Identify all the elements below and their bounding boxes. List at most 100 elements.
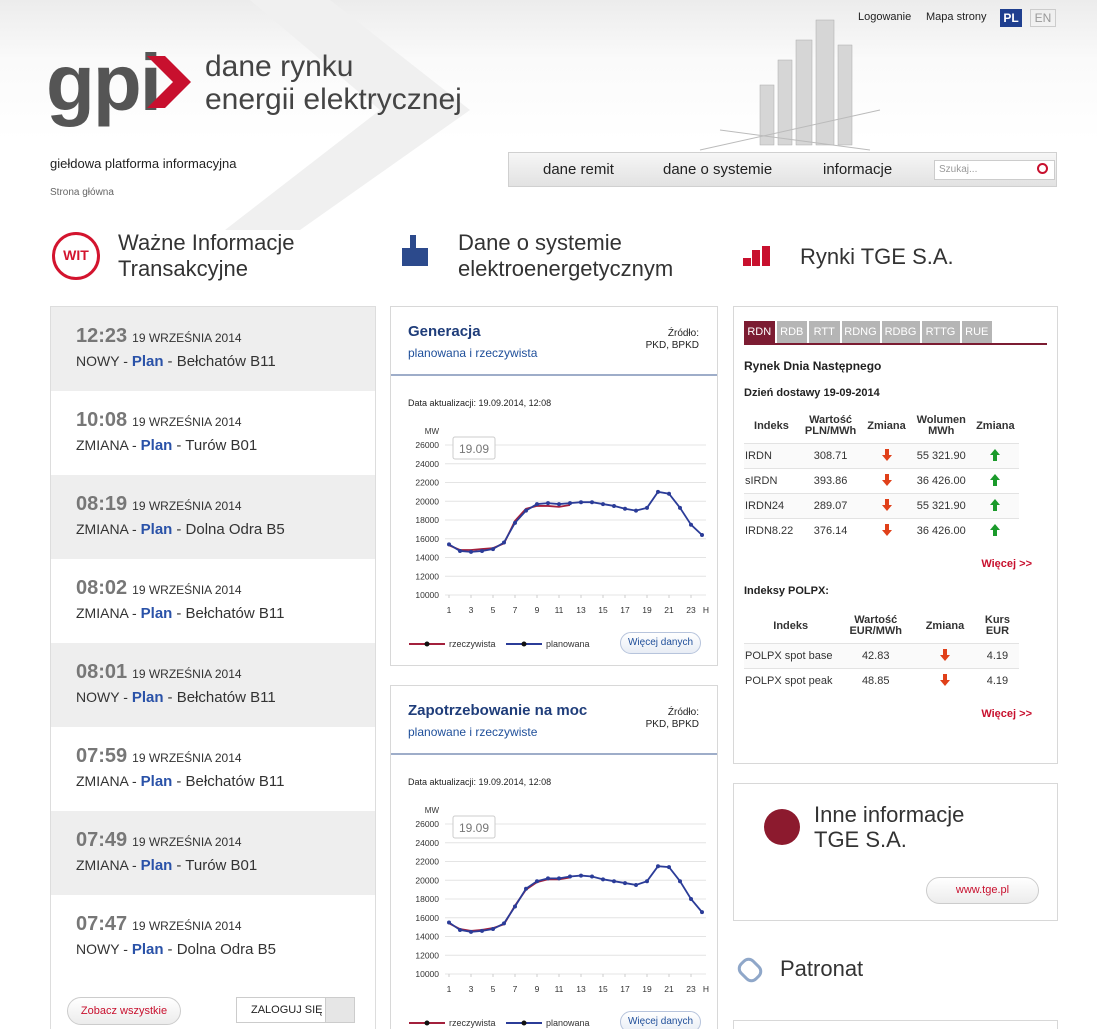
point [590, 874, 594, 879]
more-link[interactable]: Więcej >> [981, 558, 1032, 570]
wit-date: 19 WRZEŚNIA 2014 [132, 499, 242, 513]
point [469, 549, 473, 554]
wit-item[interactable]: 07:47 19 WRZEŚNIA 2014 NOWY - Plan - Dolna O… [51, 895, 375, 979]
tab[interactable]: RUE [961, 321, 992, 343]
wit-icon-text: WIT [63, 247, 89, 263]
arrow-down [939, 673, 950, 686]
y-tick-label: 24000 [415, 838, 439, 848]
more-button[interactable]: Więcej danych [620, 632, 701, 654]
point [557, 502, 561, 507]
lang-pl[interactable]: PL [1000, 9, 1022, 27]
wit-plan: Plan [131, 689, 164, 706]
x-tick-label: 15 [598, 984, 608, 994]
wit-item[interactable]: 12:23 19 WRZEŚNIA 2014 NOWY - Plan - Bełchat… [51, 307, 375, 391]
login-text: ZALOGUJ SIĘ [251, 1004, 323, 1016]
point [689, 897, 693, 901]
wit-item-head: 12:23 19 WRZEŚNIA 2014 [76, 325, 242, 348]
other-title: Inne informacje [814, 802, 965, 827]
section-title: elektroenergetycznym [458, 256, 674, 281]
table-header: Kurs EUR [984, 614, 1010, 637]
login-arrow [325, 998, 354, 1022]
nav-item[interactable]: dane o systemie [663, 161, 773, 178]
wit-time: 07:59 [76, 745, 128, 767]
x-tick-label: 13 [576, 984, 586, 994]
point [634, 508, 638, 513]
lang-en[interactable]: EN [1030, 9, 1056, 27]
table-cell [862, 469, 911, 494]
point [447, 920, 451, 925]
tab[interactable]: RDBG [881, 321, 920, 343]
x-axis-label: H [703, 984, 709, 994]
wit-plan: Plan [131, 353, 164, 370]
wit-plan: Plan [140, 773, 173, 790]
table-cell: 36 426.00 [916, 475, 966, 487]
tab[interactable]: RDN [744, 321, 775, 343]
x-tick-label: 7 [513, 605, 518, 615]
y-tick-label: 22000 [415, 857, 439, 867]
nav-item[interactable]: dane remit [543, 161, 614, 178]
tab[interactable]: RTTG [921, 321, 960, 343]
all-button[interactable]: Zobacz wszystkie [67, 997, 181, 1025]
wit-status: ZMIANA - [76, 521, 137, 537]
arrow [990, 473, 1001, 486]
top-link[interactable]: Mapa strony [926, 11, 987, 23]
point [700, 533, 704, 537]
point [535, 879, 539, 884]
legend-dot [521, 641, 527, 647]
tab[interactable]: RDNG [841, 321, 880, 343]
section-title: Transakcyjne [118, 256, 249, 281]
wit-item[interactable]: 08:19 19 WRZEŚNIA 2014 ZMIANA - Plan - Dolna… [51, 475, 375, 559]
wit-item[interactable]: 07:49 19 WRZEŚNIA 2014 ZMIANA - Plan - Turów… [51, 811, 375, 895]
point [568, 501, 572, 506]
nav-bar: dane remit dane o systemie informacje Szuka… [508, 152, 1057, 187]
login-button[interactable]: ZALOGUJ SIĘ [236, 997, 355, 1023]
card-separator [391, 753, 717, 755]
date-box [452, 815, 496, 839]
top-link[interactable]: Logowanie [858, 11, 912, 23]
wit-date: 19 WRZEŚNIA 2014 [132, 415, 242, 429]
source: PKD, BPKD [645, 719, 699, 730]
more-link[interactable]: Więcej >> [981, 708, 1032, 720]
tab[interactable]: RTT [809, 321, 840, 343]
table-cell: 36 426.00 [916, 525, 966, 538]
wit-unit: - Turów B01 [176, 437, 258, 454]
tge-card: RDN RDB RTT RDNG RDBG RTTG RUE Rynek Dnia Nastę… [733, 306, 1058, 764]
search-placeholder: Szukaj... [939, 164, 978, 175]
wit-item[interactable]: 07:59 19 WRZEŚNIA 2014 ZMIANA - Plan - Bełch… [51, 727, 375, 811]
table-header: Wartość PLN/MWh [804, 414, 857, 437]
search-box[interactable]: Szukaj... [934, 160, 1055, 180]
x-tick-label: 11 [555, 984, 564, 994]
point [623, 881, 627, 886]
point [667, 865, 671, 870]
legend-label: rzeczywista [449, 639, 496, 649]
section-title: Rynki TGE S.A. [800, 244, 954, 269]
bars-icon [762, 246, 770, 266]
date-label: 19.09 [459, 442, 489, 456]
tge-link-button[interactable]: www.tge.pl [926, 877, 1039, 904]
point [513, 904, 517, 909]
legend-label: planowana [546, 1018, 590, 1028]
wit-item[interactable]: 08:02 19 WRZEŚNIA 2014 ZMIANA - Plan - Bełch… [51, 559, 375, 643]
arrow [939, 648, 950, 661]
wit-time: 07:47 [76, 913, 128, 935]
point [458, 927, 462, 932]
point [590, 500, 594, 505]
tab[interactable]: RDB [776, 321, 807, 343]
y-tick-label: 24000 [415, 459, 439, 469]
wit-time: 10:08 [76, 409, 128, 431]
table-header: Wartość EUR/MWh [849, 614, 902, 637]
breadcrumb: Strona główna [50, 187, 114, 198]
wit-item-head: 10:08 19 WRZEŚNIA 2014 [76, 409, 242, 432]
more-button[interactable]: Więcej danych [620, 1011, 701, 1029]
wit-item-body: ZMIANA - Plan - Dolna Odra B5 [76, 521, 285, 538]
wit-item[interactable]: 08:01 19 WRZEŚNIA 2014 NOWY - Plan - Bełchat… [51, 643, 375, 727]
wit-status: ZMIANA - [76, 605, 137, 621]
wit-unit: - Dolna Odra B5 [167, 941, 276, 958]
wit-item[interactable]: 10:08 19 WRZEŚNIA 2014 ZMIANA - Plan - Turów… [51, 391, 375, 475]
nav-item[interactable]: informacje [823, 161, 893, 178]
search-icon [1037, 163, 1048, 174]
arrow-up [990, 498, 1001, 511]
point [535, 502, 539, 507]
wit-plan: Plan [140, 521, 173, 538]
date-label: 19.09 [459, 821, 489, 835]
